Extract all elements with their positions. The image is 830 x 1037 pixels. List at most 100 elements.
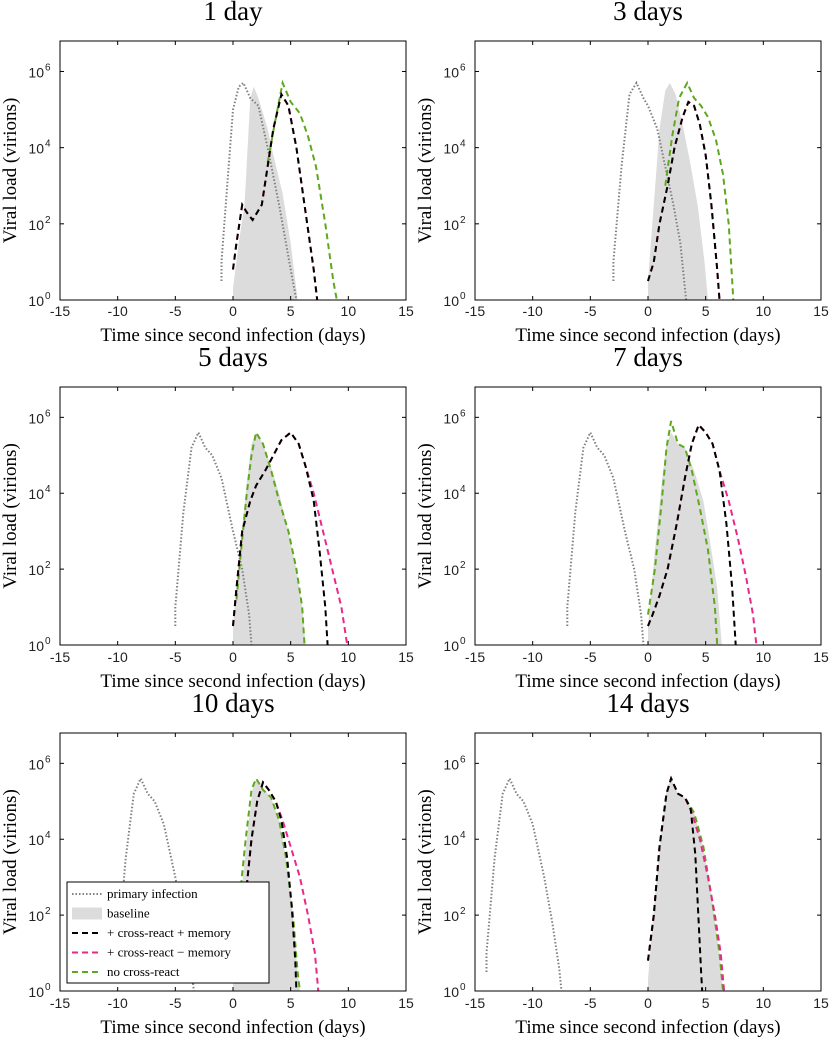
- x-tick-label: 0: [644, 995, 652, 1011]
- legend-label-cm: + cross-react + memory: [107, 925, 232, 940]
- x-axis-label: Time since second infection (days): [100, 671, 365, 692]
- legend-swatch-baseline: [72, 907, 102, 920]
- x-axis-label: Time since second infection (days): [515, 325, 780, 346]
- y-tick-exponent: 0: [460, 291, 466, 302]
- x-tick-label: -15: [50, 995, 70, 1011]
- panel-title: 14 days: [606, 688, 689, 718]
- y-tick-label: 10: [443, 486, 459, 502]
- y-tick-label: 10: [28, 486, 44, 502]
- nocr-line: [235, 429, 306, 645]
- y-tick-exponent: 0: [45, 982, 51, 993]
- x-tick-label: 5: [287, 995, 295, 1011]
- y-tick-label: 10: [443, 141, 459, 157]
- y-tick-exponent: 4: [460, 484, 466, 495]
- baseline-area: [233, 86, 298, 300]
- cm-line: [232, 91, 319, 300]
- y-tick-exponent: 6: [45, 408, 51, 419]
- x-tick-label: -10: [523, 649, 543, 665]
- y-tick-exponent: 2: [460, 906, 466, 917]
- y-tick-label: 10: [28, 64, 44, 80]
- y-tick-label: 10: [443, 562, 459, 578]
- y-tick-exponent: 4: [45, 484, 51, 495]
- x-tick-label: 10: [341, 995, 357, 1011]
- x-tick-label: -5: [584, 995, 597, 1011]
- axes-box: [474, 40, 822, 301]
- y-tick-label: 10: [443, 832, 459, 848]
- y-tick-exponent: 2: [45, 215, 51, 226]
- x-tick-label: 5: [702, 649, 710, 665]
- nocr-line: [647, 420, 719, 645]
- y-axis-label: Viral load (virions): [0, 789, 21, 935]
- legend-label-baseline: baseline: [107, 906, 150, 921]
- x-tick-label: 0: [229, 303, 237, 319]
- y-tick-exponent: 2: [45, 906, 51, 917]
- axes-box: [59, 386, 407, 646]
- y-tick-exponent: 6: [460, 62, 466, 73]
- x-tick-label: -10: [523, 303, 543, 319]
- y-tick-label: 10: [28, 984, 44, 1000]
- x-tick-label: 15: [398, 649, 414, 665]
- y-tick-exponent: 2: [45, 560, 51, 571]
- y-tick-exponent: 6: [45, 62, 51, 73]
- y-tick-label: 10: [443, 984, 459, 1000]
- x-tick-label: 5: [287, 303, 295, 319]
- y-tick-exponent: 0: [460, 636, 466, 647]
- y-tick-label: 10: [443, 756, 459, 772]
- x-tick-label: 5: [702, 303, 710, 319]
- x-axis-label: Time since second infection (days): [100, 1017, 365, 1037]
- legend-label-cnm: + cross-react − memory: [107, 945, 232, 960]
- baseline-area: [233, 432, 306, 645]
- x-tick-label: -10: [108, 649, 128, 665]
- x-tick-label: 5: [702, 995, 710, 1011]
- y-tick-label: 10: [28, 217, 44, 233]
- plot-area: [220, 79, 338, 300]
- x-tick-label: 15: [813, 649, 829, 665]
- y-tick-label: 10: [443, 410, 459, 426]
- y-tick-exponent: 0: [45, 636, 51, 647]
- panel-title: 1 day: [203, 0, 263, 26]
- y-tick-label: 10: [443, 638, 459, 654]
- y-tick-label: 10: [28, 638, 44, 654]
- baseline-area: [648, 432, 722, 645]
- x-tick-label: 5: [287, 649, 295, 665]
- x-tick-label: -5: [169, 995, 182, 1011]
- y-tick-label: 10: [28, 293, 44, 309]
- plot-area: [566, 420, 758, 645]
- legend: primary infection baseline + cross-react +…: [66, 881, 270, 984]
- plot-area: [612, 80, 735, 300]
- x-tick-label: 10: [756, 995, 772, 1011]
- y-tick-label: 10: [28, 410, 44, 426]
- panel-title: 10 days: [191, 688, 274, 718]
- x-tick-label: 15: [813, 995, 829, 1011]
- x-axis-label: Time since second infection (days): [100, 325, 365, 346]
- plot-area: [485, 775, 726, 991]
- cm-line: [232, 431, 329, 645]
- x-tick-label: 0: [229, 995, 237, 1011]
- x-tick-label: 10: [341, 303, 357, 319]
- x-tick-label: -5: [169, 303, 182, 319]
- y-tick-label: 10: [443, 908, 459, 924]
- y-axis-label: Viral load (virions): [415, 98, 436, 244]
- x-tick-label: -15: [50, 303, 70, 319]
- x-tick-label: -5: [584, 649, 597, 665]
- x-tick-label: 15: [398, 303, 414, 319]
- primary-line: [485, 776, 563, 991]
- primary-line: [116, 776, 195, 991]
- x-tick-label: 10: [756, 303, 772, 319]
- y-tick-exponent: 6: [460, 408, 466, 419]
- y-axis-label: Viral load (virions): [415, 789, 436, 935]
- panel-title: 7 days: [613, 342, 683, 372]
- y-tick-label: 10: [28, 756, 44, 772]
- cm-line: [647, 775, 704, 991]
- x-tick-label: 10: [756, 649, 772, 665]
- panel-title: 3 days: [613, 0, 683, 26]
- x-tick-label: 10: [341, 649, 357, 665]
- x-axis-label: Time since second infection (days): [515, 1017, 780, 1037]
- y-tick-label: 10: [443, 293, 459, 309]
- x-tick-label: 15: [813, 303, 829, 319]
- y-tick-exponent: 0: [460, 982, 466, 993]
- legend-box: [66, 881, 270, 984]
